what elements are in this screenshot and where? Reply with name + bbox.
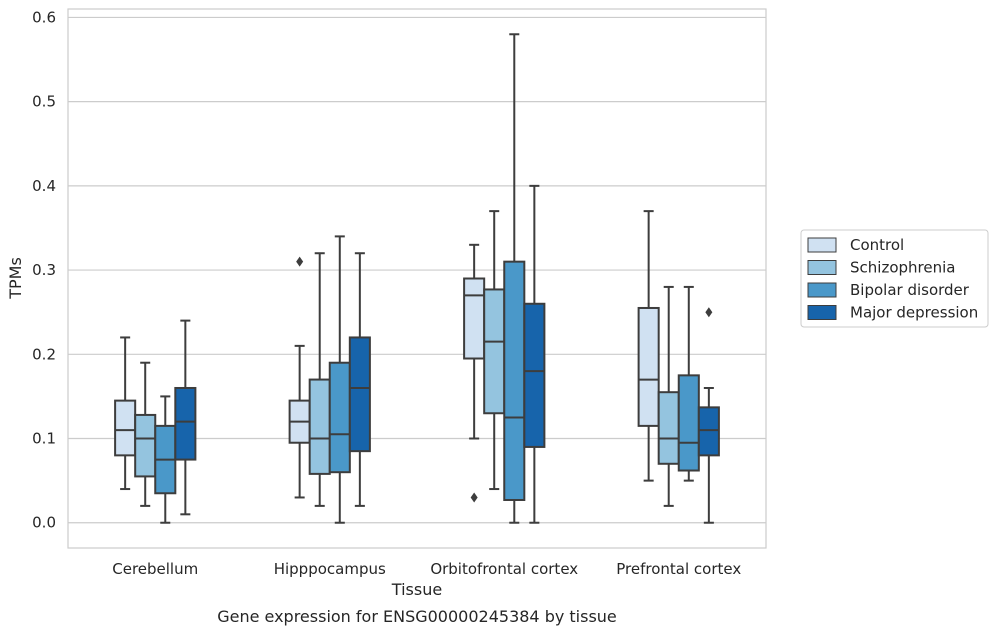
box-1-3 xyxy=(348,252,371,507)
box-body xyxy=(503,260,526,501)
x-tick-label: Orbitofrontal cortex xyxy=(430,560,578,578)
legend-swatch xyxy=(807,260,837,275)
y-tick-label: 0.3 xyxy=(32,261,56,279)
box-1-0 xyxy=(288,256,311,499)
legend-label: Schizophrenia xyxy=(850,259,955,277)
legend-swatch xyxy=(807,305,837,320)
x-tick-labels: Cerebellum Hipppocampus Orbitofrontal cort… xyxy=(112,560,741,578)
x-tick-label: Hipppocampus xyxy=(274,560,386,578)
box-2-3 xyxy=(523,184,546,524)
outlier-marker xyxy=(296,256,304,267)
y-tick-label: 0.2 xyxy=(32,345,56,363)
box-body xyxy=(657,391,680,465)
legend-label: Major depression xyxy=(850,304,978,322)
box-body xyxy=(134,413,157,478)
y-tick-label: 0.1 xyxy=(32,430,56,448)
box-body xyxy=(697,406,720,457)
box-2-1 xyxy=(483,210,506,491)
legend-swatch xyxy=(807,237,837,253)
figure-caption: Gene expression for ENSG00000245384 by t… xyxy=(217,607,617,626)
plot-frame xyxy=(67,8,767,549)
box-body xyxy=(348,336,371,453)
box-body xyxy=(328,361,351,474)
x-tick-label: Cerebellum xyxy=(112,560,198,578)
box-1-2 xyxy=(328,235,351,524)
boxes xyxy=(114,33,720,524)
box-3-2 xyxy=(677,285,700,482)
box-body xyxy=(174,386,197,461)
y-tick-label: 0.0 xyxy=(32,514,56,532)
box-body xyxy=(483,288,506,415)
y-tick-label: 0.5 xyxy=(32,93,56,111)
x-axis-title: Tissue xyxy=(391,580,442,599)
y-tick-label: 0.4 xyxy=(32,177,56,195)
y-axis-title: TPMs xyxy=(6,257,25,300)
y-tick-labels: 0.0 0.1 0.2 0.3 0.4 0.5 0.6 xyxy=(32,8,56,531)
box-0-3 xyxy=(174,319,197,516)
legend-swatch xyxy=(807,282,837,298)
box-body xyxy=(637,306,660,427)
outlier-marker xyxy=(705,307,713,318)
box-0-0 xyxy=(114,336,137,491)
box-body xyxy=(523,302,546,448)
box-body xyxy=(114,399,137,457)
box-3-3 xyxy=(697,307,720,524)
box-body xyxy=(308,378,331,475)
box-body xyxy=(677,374,700,472)
legend-frame xyxy=(800,229,989,328)
outlier-marker xyxy=(470,492,478,503)
legend: Control Schizophrenia Bipolar disorder Majo… xyxy=(800,229,989,328)
legend-label: Control xyxy=(850,236,904,254)
legend-label: Bipolar disorder xyxy=(850,281,970,299)
y-tick-label: 0.6 xyxy=(32,8,56,26)
box-body xyxy=(463,277,486,360)
x-tick-label: Prefrontal cortex xyxy=(616,560,741,578)
box-3-0 xyxy=(637,210,660,482)
